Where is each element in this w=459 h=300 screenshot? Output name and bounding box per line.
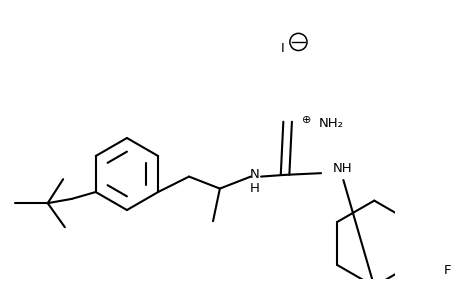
Text: NH₂: NH₂ <box>318 117 343 130</box>
Text: NH: NH <box>332 162 352 176</box>
Text: H: H <box>250 182 259 195</box>
Text: I: I <box>280 42 284 55</box>
Text: ⊕: ⊕ <box>301 115 310 125</box>
Text: F: F <box>458 222 459 236</box>
Text: N: N <box>250 167 259 181</box>
Text: F: F <box>442 264 450 277</box>
